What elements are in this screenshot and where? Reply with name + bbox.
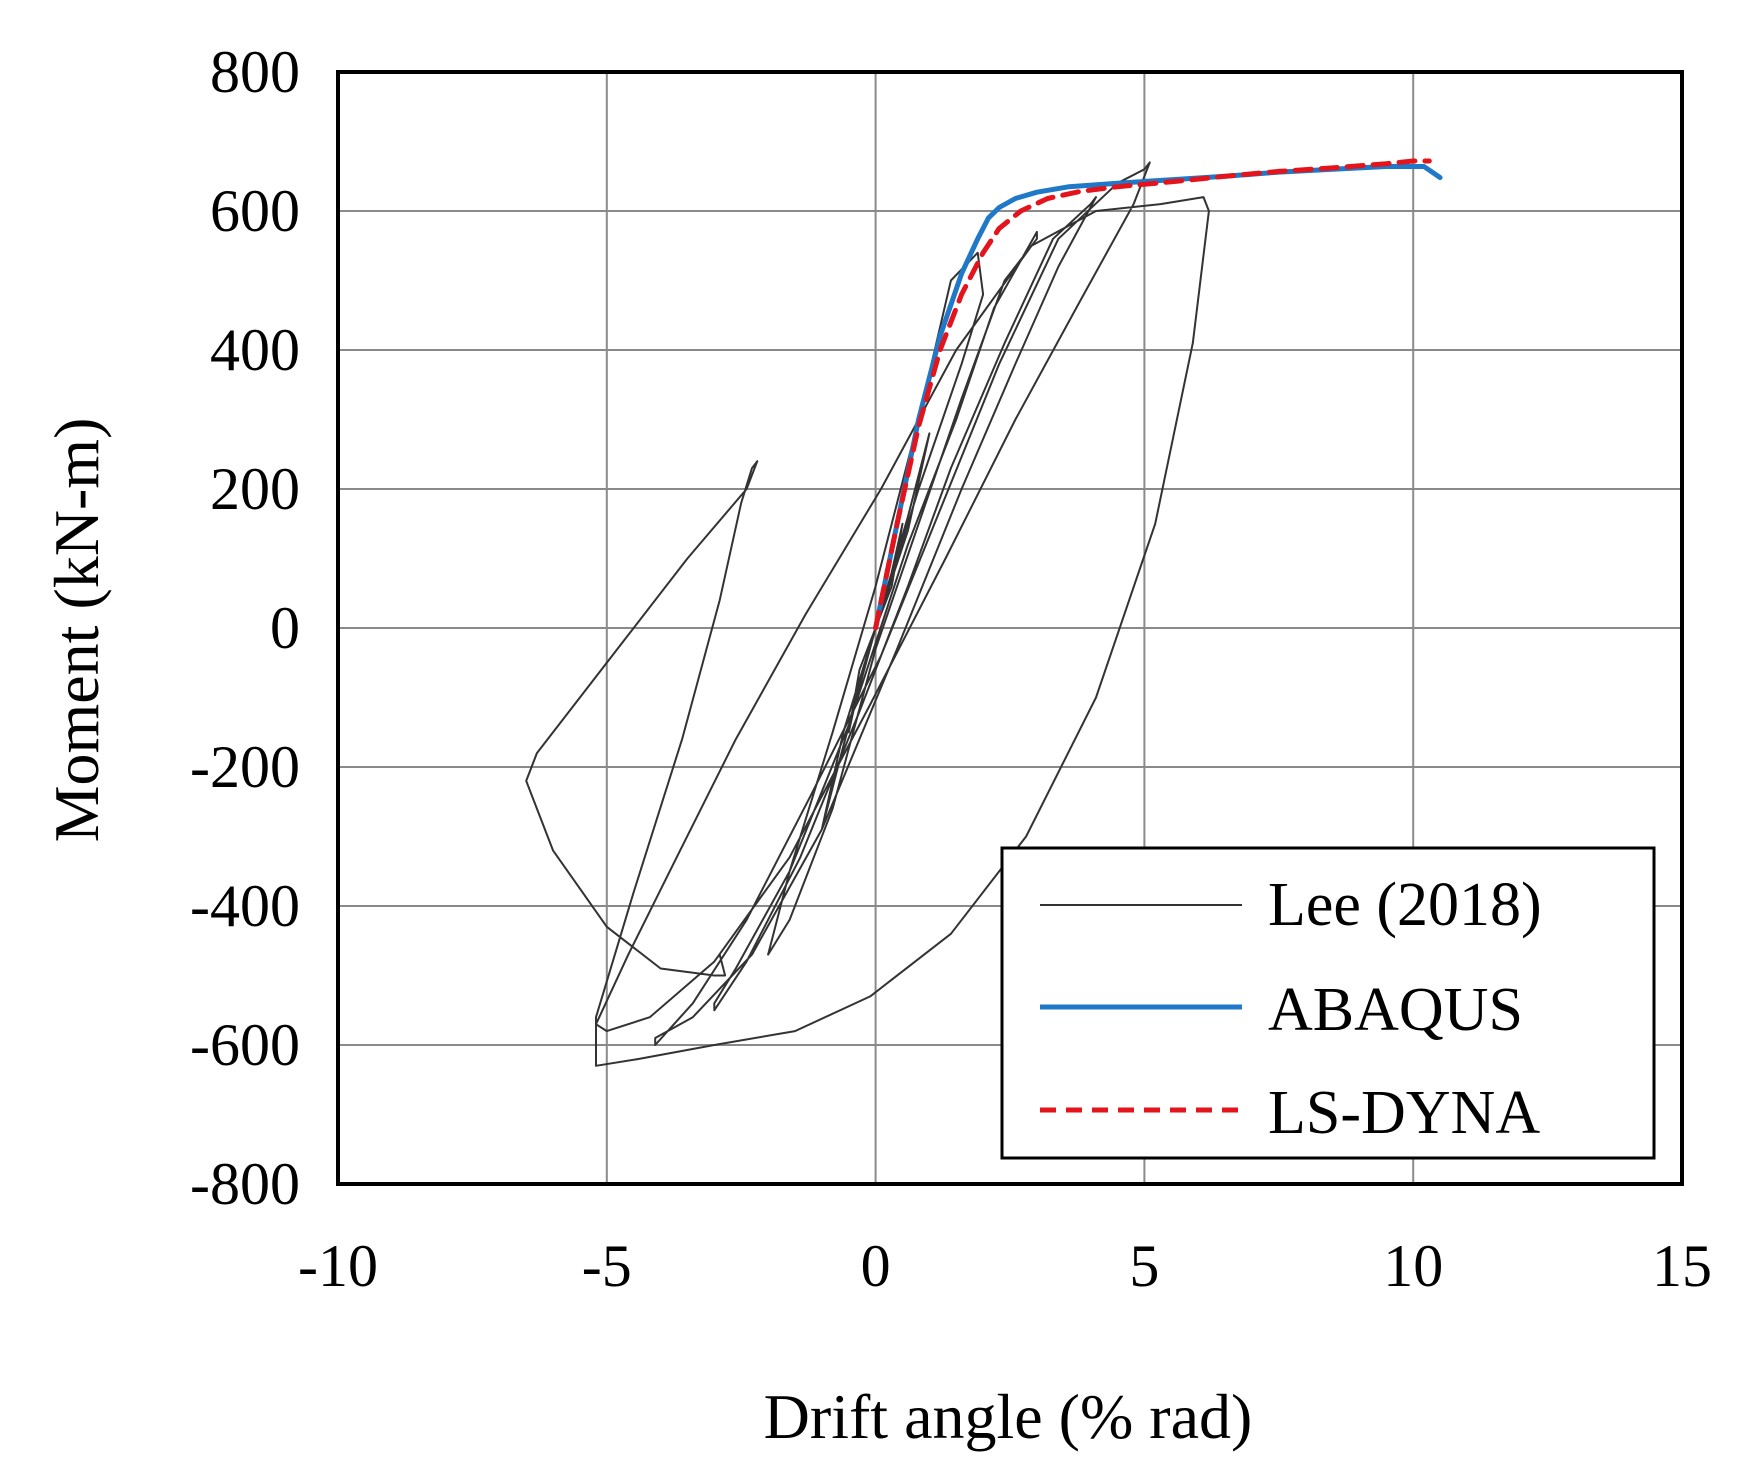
- series-layer: [525, 158, 1443, 1067]
- plot-frame: [336, 70, 1684, 1186]
- series-line-abaqus: [873, 164, 1443, 631]
- series-line-lee-2018: [525, 161, 1210, 1067]
- x-tick-label: -10: [298, 1233, 378, 1299]
- x-tick-label: 15: [1652, 1233, 1712, 1299]
- legend: Lee (2018) ABAQUS LS-DYNA: [1000, 846, 1656, 1160]
- y-tick-label: -600: [190, 1012, 300, 1078]
- y-tick-label: -800: [190, 1151, 300, 1217]
- y-tick-label: 600: [210, 178, 300, 244]
- y-tick-label: 800: [210, 39, 300, 105]
- y-tick-label: 200: [210, 456, 300, 522]
- legend-label-lsdyna: LS-DYNA: [1268, 1079, 1540, 1147]
- legend-box: [1000, 846, 1656, 1160]
- y-tick-label: 0: [270, 595, 300, 661]
- x-tick-label: 5: [1129, 1233, 1159, 1299]
- y-tick-label: -400: [190, 873, 300, 939]
- legend-label-lee: Lee (2018): [1268, 871, 1542, 939]
- series-line-ls-dyna: [873, 158, 1432, 631]
- x-tick-label: -5: [582, 1233, 632, 1299]
- y-tick-label: -200: [190, 734, 300, 800]
- y-axis-title: Moment (kN-m): [41, 418, 112, 843]
- x-axis-title: Drift angle (% rad): [764, 1381, 1253, 1452]
- x-tick-label: 0: [861, 1233, 891, 1299]
- x-axis-ticks: -10 -5 0 5 10 15: [298, 1233, 1712, 1299]
- y-axis-ticks: -800 -600 -400 -200 0 200 400 600 800: [190, 39, 300, 1217]
- x-tick-label: 10: [1383, 1233, 1443, 1299]
- y-tick-label: 400: [210, 317, 300, 383]
- legend-label-abaqus: ABAQUS: [1268, 976, 1523, 1044]
